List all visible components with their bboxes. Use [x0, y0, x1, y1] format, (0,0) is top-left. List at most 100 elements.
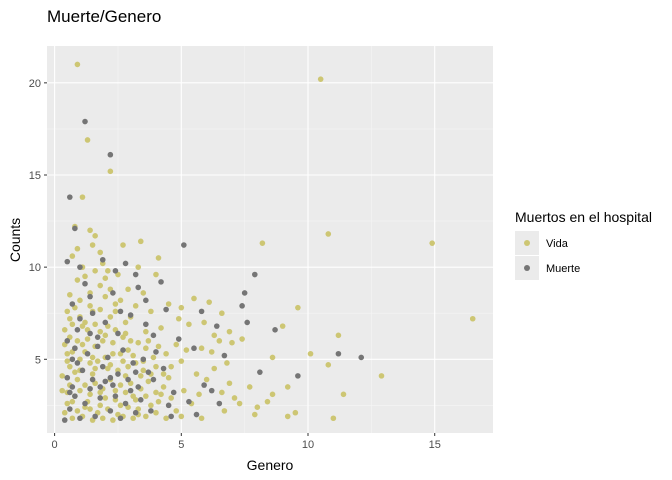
data-point-vida	[125, 347, 131, 353]
data-point-vida	[64, 400, 71, 407]
data-point-vida	[120, 242, 126, 248]
data-point-vida	[160, 384, 167, 390]
data-point-vida	[94, 358, 101, 364]
data-point-vida	[307, 350, 314, 357]
data-point-vida	[84, 137, 91, 143]
data-point-vida	[163, 415, 169, 422]
y-tick-label: 5	[35, 354, 41, 366]
data-point-vida	[69, 398, 76, 405]
data-point-vida	[97, 306, 104, 313]
data-point-muerte	[72, 393, 78, 399]
data-point-muerte	[72, 345, 78, 352]
data-point-muerte	[64, 374, 71, 381]
legend-label-vida: Vida	[546, 238, 569, 250]
data-point-muerte	[132, 409, 139, 416]
data-point-muerte	[94, 343, 101, 350]
data-point-vida	[264, 398, 271, 405]
data-point-vida	[87, 303, 93, 309]
data-point-vida	[155, 343, 162, 350]
data-point-vida	[173, 408, 180, 414]
data-point-vida	[110, 350, 116, 357]
data-point-muerte	[163, 306, 169, 313]
data-point-vida	[112, 308, 119, 315]
data-point-vida	[231, 395, 238, 401]
data-point-vida	[74, 376, 81, 383]
data-point-vida	[178, 358, 185, 364]
data-point-vida	[102, 293, 109, 300]
data-point-vida	[193, 371, 200, 377]
data-point-vida	[107, 168, 114, 175]
data-point-vida	[74, 277, 81, 283]
data-point-vida	[191, 295, 197, 302]
data-point-vida	[72, 369, 78, 375]
y-tick-label: 20	[29, 78, 41, 90]
data-point-vida	[64, 308, 71, 315]
data-point-muerte	[191, 345, 197, 352]
data-point-vida	[99, 415, 106, 422]
data-point-muerte	[130, 360, 136, 366]
data-point-vida	[132, 397, 139, 403]
data-point-muerte	[198, 308, 205, 315]
data-point-vida	[110, 339, 116, 346]
data-point-vida	[117, 402, 124, 409]
data-point-vida	[64, 350, 71, 357]
data-point-vida	[132, 303, 139, 309]
data-point-vida	[79, 194, 86, 200]
data-point-muerte	[295, 373, 301, 379]
data-point-vida	[219, 310, 225, 317]
data-point-vida	[340, 391, 347, 398]
data-point-vida	[61, 327, 68, 333]
data-point-vida	[89, 354, 96, 361]
data-point-muerte	[120, 347, 126, 353]
data-point-muerte	[181, 242, 187, 248]
data-point-vida	[87, 406, 93, 412]
data-point-vida	[92, 321, 98, 328]
data-point-muerte	[170, 389, 177, 396]
data-point-muerte	[127, 387, 134, 394]
data-point-vida	[143, 393, 149, 399]
data-point-vida	[168, 363, 174, 370]
data-point-vida	[165, 374, 172, 381]
data-point-muerte	[87, 330, 93, 337]
data-point-muerte	[117, 415, 124, 422]
data-point-muerte	[145, 369, 152, 375]
data-point-vida	[97, 282, 104, 289]
data-point-muerte	[69, 356, 76, 363]
data-point-muerte	[153, 349, 159, 355]
data-point-vida	[74, 61, 81, 68]
data-point-muerte	[251, 271, 258, 278]
data-point-vida	[82, 382, 88, 388]
data-point-muerte	[77, 415, 83, 422]
data-point-vida	[82, 273, 88, 280]
data-point-vida	[148, 308, 154, 315]
data-point-muerte	[64, 258, 71, 265]
data-point-vida	[259, 240, 266, 246]
data-point-muerte	[132, 271, 139, 278]
legend-key-vida-dot	[524, 240, 530, 246]
data-point-muerte	[137, 397, 144, 403]
data-point-vida	[378, 373, 385, 379]
data-point-vida	[102, 275, 109, 282]
data-point-muerte	[244, 319, 250, 326]
data-point-muerte	[107, 408, 114, 414]
data-point-muerte	[97, 395, 104, 401]
data-point-vida	[105, 268, 111, 274]
data-point-vida	[208, 349, 215, 355]
data-point-vida	[165, 301, 172, 307]
data-point-vida	[87, 360, 93, 366]
data-point-vida	[173, 341, 180, 348]
data-point-vida	[82, 319, 88, 326]
data-point-vida	[158, 391, 164, 398]
data-point-vida	[153, 409, 159, 416]
data-point-vida	[254, 404, 261, 411]
data-point-vida	[125, 363, 131, 370]
data-point-muerte	[358, 354, 365, 361]
data-point-vida	[284, 413, 291, 420]
data-point-muerte	[122, 260, 129, 267]
data-point-vida	[153, 363, 159, 370]
data-point-muerte	[79, 367, 86, 374]
data-point-muerte	[213, 323, 220, 329]
data-point-muerte	[87, 385, 93, 392]
data-point-muerte	[107, 151, 114, 158]
data-point-muerte	[87, 293, 93, 300]
